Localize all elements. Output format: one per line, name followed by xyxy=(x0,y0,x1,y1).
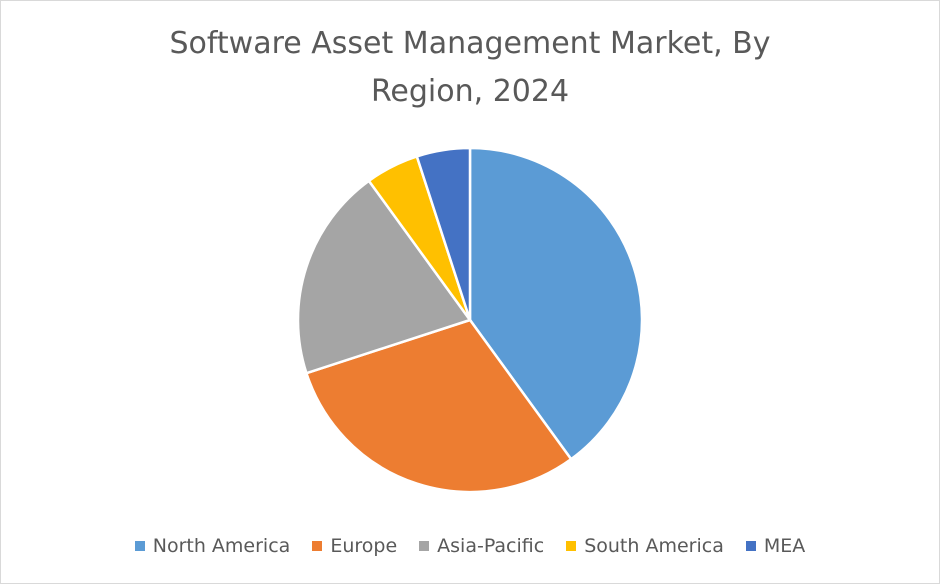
legend-label: South America xyxy=(584,535,724,557)
legend-label: Europe xyxy=(330,535,398,557)
legend-item: Europe xyxy=(312,535,397,557)
pie-slice xyxy=(296,179,473,375)
legend-swatch xyxy=(745,541,756,551)
legend-item: South America xyxy=(566,535,724,557)
legend-swatch xyxy=(566,541,577,551)
legend-label: MEA xyxy=(763,535,806,557)
legend-item: MEA xyxy=(745,535,806,557)
legend-label: North America xyxy=(152,535,291,557)
legend: North America Europe Asia-Pacific South Ame… xyxy=(0,535,940,557)
chart-title: Software Asset Management Market, By Reg… xyxy=(169,26,771,109)
legend-swatch xyxy=(312,541,323,551)
pie-slice xyxy=(304,318,573,494)
pie-slice xyxy=(468,146,644,461)
legend-swatch xyxy=(419,541,430,551)
legend-label: Asia-Pacific xyxy=(437,535,545,557)
pie-slice xyxy=(415,146,472,321)
legend-swatch xyxy=(134,541,145,551)
legend-item: Asia-Pacific xyxy=(419,535,544,557)
legend-item: North America xyxy=(134,535,291,557)
